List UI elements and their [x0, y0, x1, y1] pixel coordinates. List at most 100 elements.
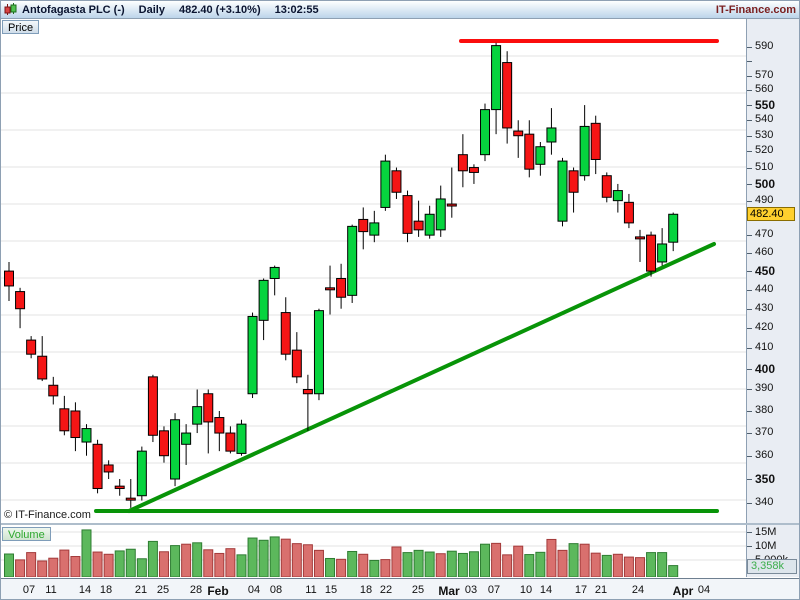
tab-price[interactable]: Price — [2, 20, 40, 34]
volume-bar — [457, 552, 468, 577]
price-pane[interactable]: © IT-Finance.com — [1, 19, 747, 523]
date-label: 17 — [574, 584, 588, 596]
volume-bar — [380, 559, 391, 577]
volume-bar — [623, 556, 634, 577]
volume-bar — [446, 550, 457, 577]
price-tick — [747, 369, 752, 370]
volume-bar — [513, 545, 524, 577]
candle-body — [435, 198, 446, 231]
volume-bar — [114, 550, 125, 577]
volume-bar — [26, 552, 37, 577]
price-tick — [747, 76, 752, 77]
copyright-text: © IT-Finance.com — [4, 509, 91, 521]
candle-body — [413, 220, 424, 231]
candle-body — [402, 195, 413, 234]
date-axis[interactable]: 07 11 14 18 21 25 28 Feb 04 08 11 15 18 22 25 Mar 03 07 10… — [1, 578, 799, 599]
price-tick-label: 420 — [755, 321, 774, 333]
date-label: Feb — [207, 584, 229, 598]
instrument-name: Antofagasta PLC (-) — [22, 3, 125, 16]
price-tick — [747, 105, 752, 106]
price-tick — [747, 90, 752, 91]
candle-body — [380, 160, 391, 208]
price-tick — [747, 290, 752, 291]
brand-link[interactable]: IT-Finance.com — [715, 3, 796, 16]
date-label: 11 — [45, 584, 57, 596]
candle-body — [468, 167, 479, 173]
timeframe-label[interactable]: Daily — [138, 3, 165, 16]
candle-body — [579, 125, 590, 177]
volume-axis[interactable]: 15M10M5,000k3,358k — [747, 525, 799, 577]
price-tick — [747, 253, 752, 254]
volume-bar — [347, 550, 358, 577]
candle-body — [192, 406, 203, 425]
candle-body — [114, 485, 125, 490]
candle-body — [502, 62, 513, 129]
volume-bar — [214, 552, 225, 577]
date-label: Mar — [438, 584, 460, 598]
volume-bar — [280, 538, 291, 577]
candle-body — [424, 213, 435, 236]
volume-bar — [147, 540, 158, 577]
quote-time: 13:02:55 — [274, 3, 319, 16]
volume-bar — [424, 551, 435, 577]
price-tick — [747, 61, 752, 62]
price-tick-label: 430 — [755, 302, 774, 314]
candle-body — [147, 376, 158, 436]
candle-body — [358, 218, 369, 233]
price-tick-label: 390 — [755, 382, 774, 394]
price-tick-label: 400 — [755, 362, 776, 376]
price-tick — [747, 389, 752, 390]
price-tick — [747, 168, 752, 169]
candle-body — [391, 170, 402, 193]
price-tick-label: 540 — [755, 113, 774, 125]
candle-body — [203, 393, 214, 423]
candle-body — [37, 355, 48, 380]
candle-body — [136, 450, 147, 497]
volume-bar — [48, 557, 59, 577]
price-tick — [747, 184, 752, 185]
date-label: 24 — [631, 584, 645, 596]
date-label: 14 — [78, 584, 92, 596]
candle-body — [313, 310, 324, 395]
volume-bar — [92, 551, 103, 577]
volume-bar — [480, 543, 491, 577]
date-label: 04 — [697, 584, 711, 596]
price-tick-label: 490 — [755, 194, 774, 206]
volume-bar — [358, 553, 369, 577]
price-tick — [747, 120, 752, 121]
tab-volume[interactable]: Volume — [2, 527, 51, 541]
volume-bar — [413, 549, 424, 577]
candle-body — [158, 430, 169, 457]
candle-body — [336, 277, 347, 298]
volume-pane[interactable] — [1, 525, 747, 577]
price-tick — [747, 479, 752, 480]
date-label: 21 — [134, 584, 148, 596]
date-label: 04 — [247, 584, 261, 596]
candle-body — [457, 154, 468, 172]
date-label: 18 — [99, 584, 113, 596]
date-label: Apr — [672, 584, 694, 598]
price-tick — [747, 271, 752, 272]
volume-bar — [557, 549, 568, 577]
price-axis[interactable]: 482.40 590 570 560 550 540 530 520 510 500 490 470… — [747, 19, 799, 523]
candle-body — [657, 243, 668, 263]
price-tick-label: 550 — [755, 98, 776, 112]
volume-bar — [70, 556, 81, 577]
price-tick-label: 560 — [755, 83, 774, 95]
pane-splitter[interactable] — [1, 523, 799, 525]
date-label: 22 — [379, 584, 393, 596]
candle-body — [535, 146, 546, 165]
volume-bar — [236, 554, 247, 577]
candle-body — [70, 410, 81, 439]
volume-bar — [158, 551, 169, 577]
volume-bar — [657, 552, 668, 577]
candle-body — [125, 497, 136, 501]
volume-bar — [491, 542, 502, 577]
volume-bar — [4, 553, 14, 577]
price-tick-label: 520 — [755, 144, 774, 156]
price-tick — [747, 201, 752, 202]
price-tick — [747, 151, 752, 152]
candle-body — [258, 279, 269, 321]
candle-body — [280, 312, 291, 355]
volume-bar — [269, 536, 280, 577]
